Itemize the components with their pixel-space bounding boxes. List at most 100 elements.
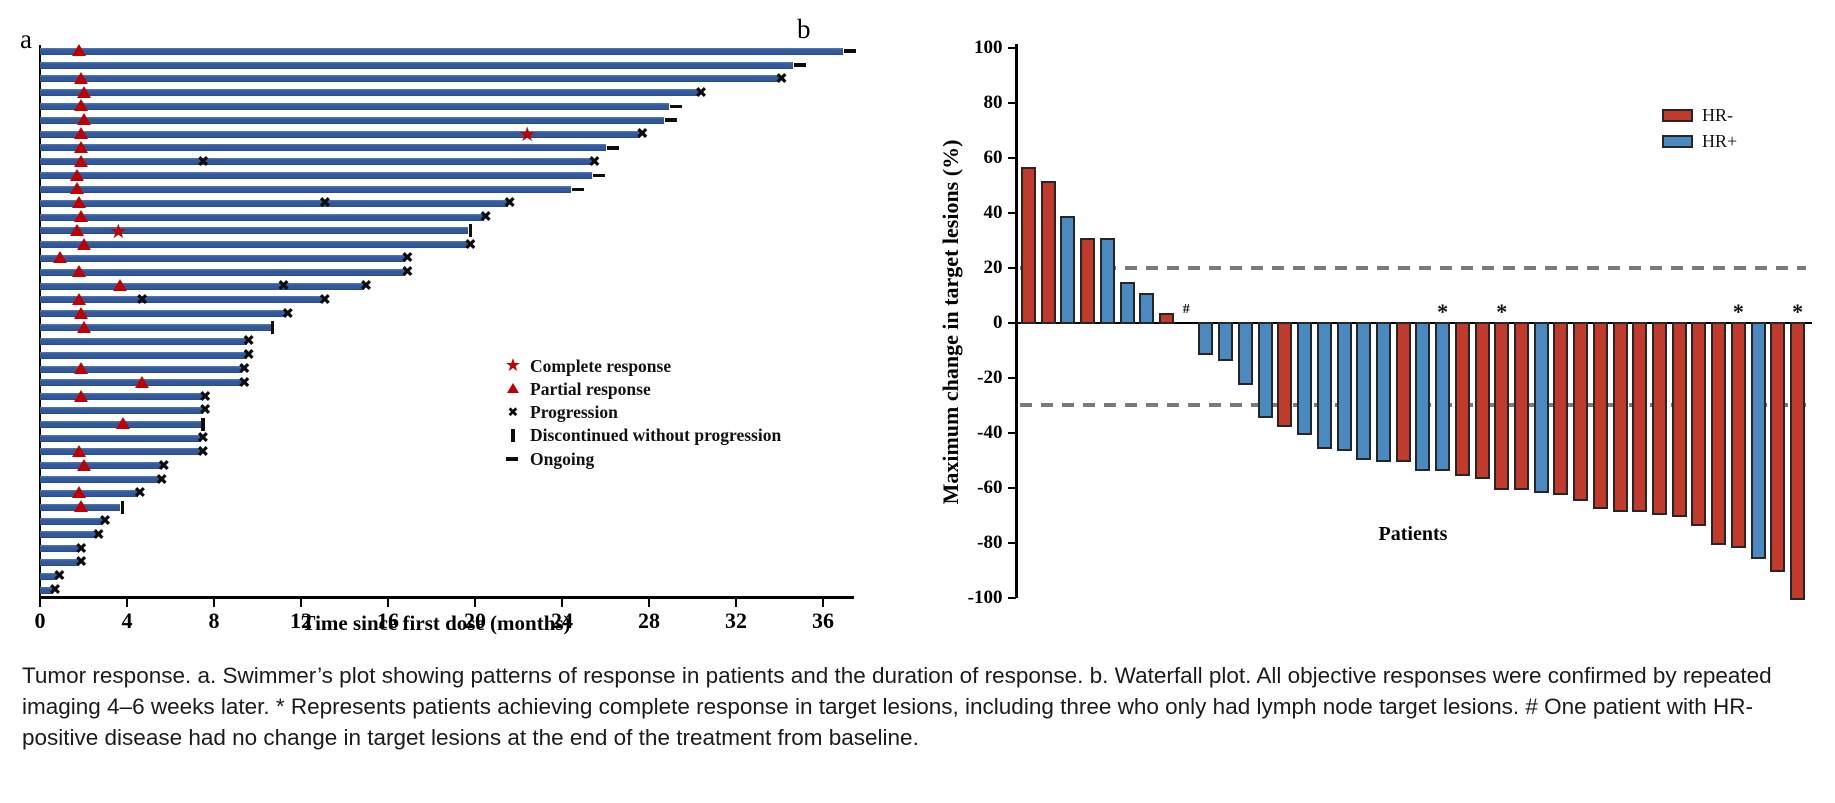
partial-response-triangle-icon (74, 71, 89, 84)
ongoing-dash-icon (669, 104, 682, 109)
y-axis-tick-label: 20 (983, 256, 1003, 278)
swimmer-bar (40, 406, 204, 414)
y-axis-tick (1007, 486, 1016, 490)
partial-response-triangle-icon (507, 383, 519, 394)
swimmer-bar (40, 130, 641, 138)
y-axis-tick-label: -60 (977, 476, 1003, 498)
progression-x-icon: ✖ (133, 483, 147, 502)
swimmer-bar (40, 89, 700, 97)
x-axis-tick (821, 599, 825, 607)
partial-response-triangle-icon (74, 154, 89, 167)
waterfall-zero-line (1017, 321, 1812, 325)
swimmer-bar (40, 448, 201, 456)
y-axis-tick-label: 60 (983, 146, 1003, 168)
swimmer-legend-label: Discontinued without progression (530, 425, 782, 446)
x-axis-tick (299, 599, 303, 607)
partial-response-triangle-icon (69, 182, 84, 195)
partial-response-triangle-icon (72, 444, 87, 457)
swimmer-bar (40, 310, 286, 318)
y-axis-tick (1007, 541, 1016, 545)
partial-response-triangle-icon (113, 279, 128, 292)
progression-x-icon: ✖ (196, 428, 210, 447)
progression-x-icon: ✖ (198, 400, 212, 419)
partial-response-triangle-icon (69, 168, 84, 181)
waterfall-bar (1454, 321, 1470, 477)
progression-x-icon: ✖ (401, 262, 414, 281)
y-axis-tick (1007, 46, 1016, 50)
y-axis-tick (1007, 156, 1016, 160)
y-axis-tick (1007, 431, 1016, 435)
waterfall-bar (1198, 321, 1214, 356)
progression-x-icon: ✖ (155, 470, 168, 489)
complete-response-star-icon: ★ (518, 122, 537, 147)
y-axis-tick-label: -100 (967, 586, 1003, 608)
y-axis-tick (1007, 596, 1016, 600)
reference-dashed-line (1020, 265, 1806, 270)
partial-response-triangle-icon (76, 237, 91, 250)
waterfall-legend-swatch (1662, 135, 1693, 148)
swimmer-legend-label: Progression (530, 402, 618, 423)
swimmer-bar (40, 476, 160, 484)
partial-response-triangle-icon (74, 362, 89, 374)
swimmer-x-axis (38, 596, 854, 599)
waterfall-bar (1592, 321, 1608, 510)
swimmer-bar (40, 199, 508, 207)
x-axis-tick-label: 0 (34, 608, 46, 633)
swimmer-bar (40, 282, 365, 290)
complete-response-asterisk: * (1732, 299, 1744, 324)
x-axis-tick-label: 16 (377, 608, 399, 633)
swimmer-bar (40, 517, 104, 525)
waterfall-xaxis-title: Patients (1378, 523, 1448, 545)
progression-x-icon: ✖ (242, 331, 255, 350)
progression-x-icon: ✖ (237, 359, 251, 378)
waterfall-bar (1021, 166, 1036, 324)
complete-response-asterisk: * (1437, 299, 1449, 324)
waterfall-bar (1316, 321, 1332, 449)
swimmer-bar (40, 296, 323, 304)
swimmer-bar (40, 75, 780, 83)
waterfall-bar (1415, 321, 1431, 471)
swimmer-bar (40, 462, 162, 470)
x-axis-tick (212, 599, 216, 607)
waterfall-bar (1375, 321, 1391, 463)
partial-response-triangle-icon (72, 486, 87, 499)
waterfall-bar (1691, 321, 1707, 526)
waterfall-bar (1553, 321, 1569, 496)
swimmer-legend-label: Partial response (530, 378, 651, 399)
swimmer-y-axis (38, 45, 41, 598)
progression-x-icon: ✖ (694, 83, 708, 102)
y-axis-tick (1007, 101, 1016, 105)
swimmer-legend-label: Complete response (530, 355, 672, 376)
partial-response-triangle-icon (74, 99, 89, 112)
x-axis-tick-label: 12 (290, 608, 312, 633)
swimmer-bar (40, 365, 243, 373)
progression-x-icon: ✖ (479, 207, 492, 226)
y-axis-tick-label: 80 (983, 91, 1003, 113)
waterfall-legend-label: HR+ (1702, 131, 1738, 151)
partial-response-triangle-icon (74, 140, 89, 153)
progression-x-icon: ✖ (588, 152, 601, 171)
panel-a-label: a (20, 24, 32, 54)
swimmer-bar (40, 102, 669, 110)
swimmer-bar (40, 116, 665, 124)
swimmer-bar (40, 47, 843, 55)
waterfall-bar (1119, 282, 1135, 324)
x-axis-tick-label: 8 (208, 608, 220, 633)
y-axis-tick (1007, 211, 1016, 215)
progression-x-icon: ✖ (775, 69, 788, 88)
waterfall-bar (1494, 321, 1510, 490)
discontinued-bar-icon (511, 429, 515, 443)
y-axis-tick (1007, 376, 1016, 380)
progression-x-icon: ✖ (157, 456, 171, 475)
swimmer-bar (40, 172, 593, 180)
waterfall-bar (1514, 321, 1529, 490)
x-axis-tick-label: 24 (551, 608, 573, 633)
waterfall-bar (1652, 321, 1668, 515)
waterfall-y-axis (1015, 44, 1018, 598)
discontinued-bar-icon (201, 417, 205, 431)
ongoing-dash-icon (571, 187, 584, 192)
partial-response-triangle-icon (69, 223, 84, 236)
x-axis-tick (386, 599, 390, 607)
waterfall-bar (1435, 321, 1451, 471)
